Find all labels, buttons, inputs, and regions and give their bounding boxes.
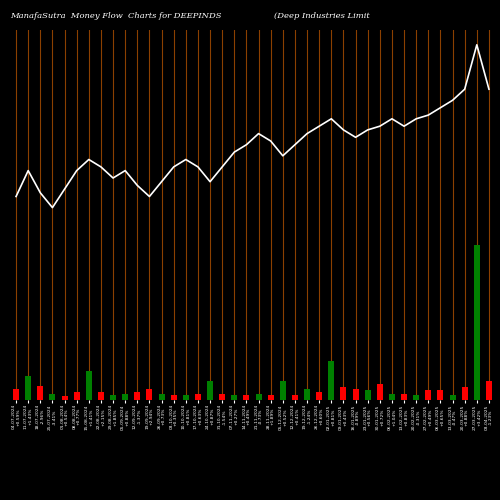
Bar [377, 384, 383, 400]
Bar [280, 380, 286, 400]
Bar [450, 395, 456, 400]
Bar [146, 388, 152, 400]
Bar [292, 395, 298, 400]
Bar [122, 394, 128, 400]
Bar [110, 395, 116, 400]
Bar [426, 390, 432, 400]
Bar [38, 386, 44, 400]
Bar [486, 380, 492, 400]
Bar [364, 390, 370, 400]
Bar [413, 395, 419, 400]
Bar [98, 392, 104, 400]
Bar [352, 388, 358, 400]
Bar [340, 387, 346, 400]
Text: ManafaSutra  Money Flow  Charts for DEEPINDS                    (Deep Industries: ManafaSutra Money Flow Charts for DEEPIN… [10, 12, 370, 20]
Bar [13, 388, 19, 400]
Bar [474, 244, 480, 400]
Bar [268, 395, 274, 400]
Bar [328, 361, 334, 400]
Bar [304, 388, 310, 400]
Bar [170, 395, 176, 400]
Bar [438, 390, 444, 400]
Bar [25, 376, 31, 400]
Bar [158, 394, 164, 400]
Bar [195, 394, 201, 400]
Bar [462, 387, 468, 400]
Bar [74, 392, 80, 400]
Bar [389, 394, 395, 400]
Bar [401, 394, 407, 400]
Bar [232, 395, 237, 400]
Bar [183, 395, 189, 400]
Bar [50, 394, 56, 400]
Bar [244, 395, 250, 400]
Bar [316, 392, 322, 400]
Bar [219, 394, 225, 400]
Bar [134, 392, 140, 400]
Bar [256, 394, 262, 400]
Bar [86, 371, 92, 400]
Bar [62, 396, 68, 400]
Bar [207, 380, 213, 400]
